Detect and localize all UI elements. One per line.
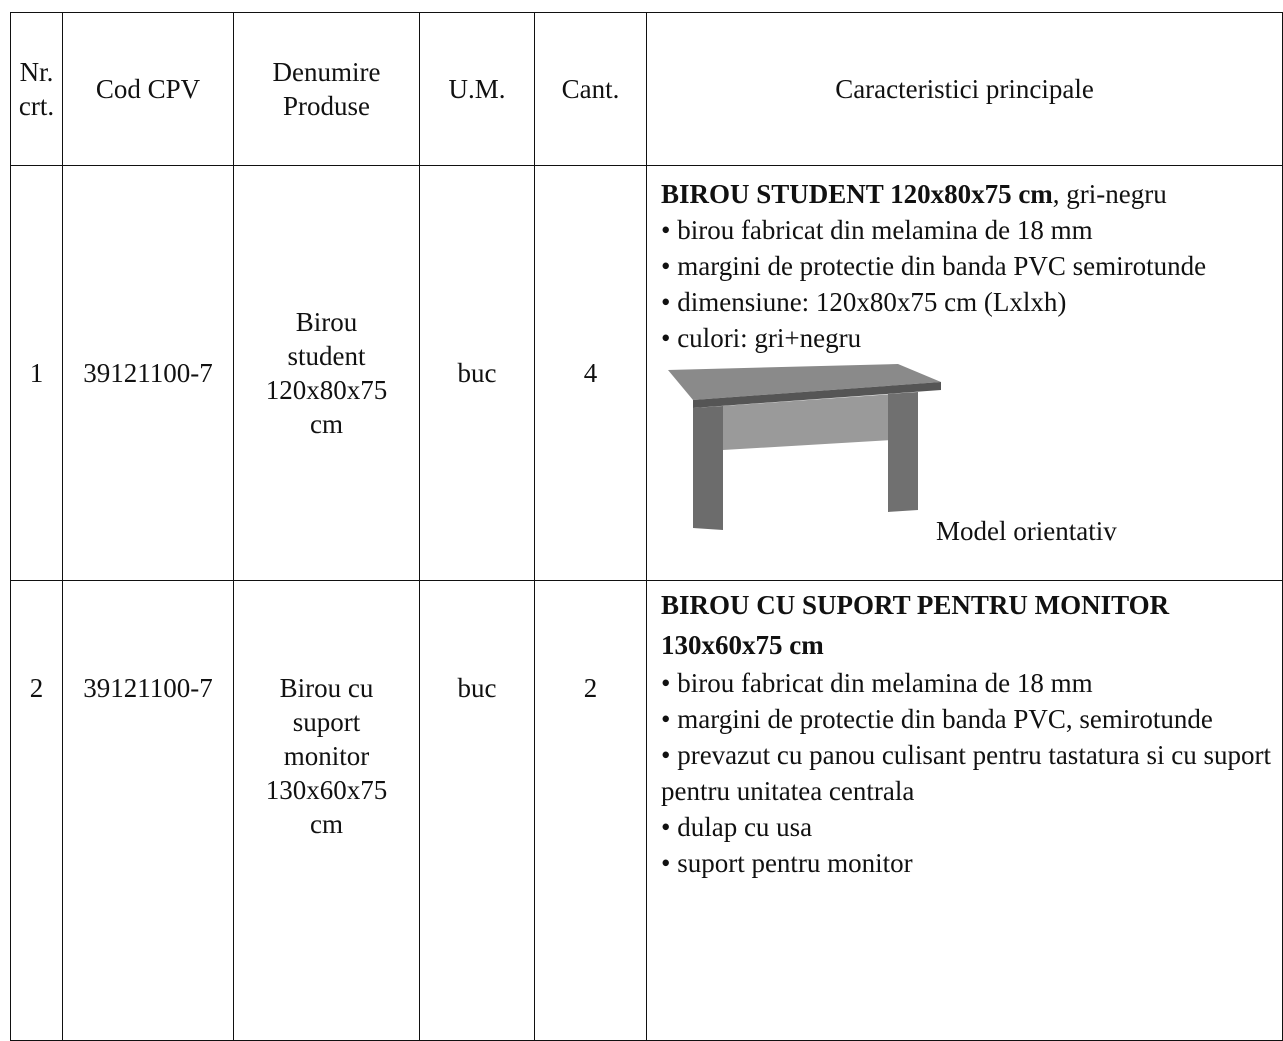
spec-item: margini de protectie din banda PVC, semi… [661, 701, 1276, 737]
header-cell: Cod CPV [62, 12, 234, 166]
spec-list: birou fabricat din melamina de 18 mmmarg… [661, 665, 1276, 881]
product-image [661, 356, 1276, 530]
spec-title-bold: BIROU CU SUPORT PENTRU MONITOR 130x60x75… [661, 590, 1170, 660]
spec-cell: BIROU STUDENT 120x80x75 cm, gri-negrubir… [646, 165, 1283, 581]
spec-item: dulap cu usa [661, 809, 1276, 845]
spec-item: margini de protectie din banda PVC semir… [661, 248, 1276, 284]
spec-title-bold: BIROU STUDENT 120x80x75 cm [661, 179, 1053, 209]
header-text: Denumire Produse [272, 57, 381, 121]
spec-table: Nr. crt. Cod CPV Denumire Produse U.M. Cant.… [10, 12, 1283, 1041]
name-line: suport [292, 707, 361, 737]
spec-item: birou fabricat din melamina de 18 mm [661, 665, 1276, 701]
header-cell: Cant. [534, 12, 647, 166]
spec-cell: BIROU CU SUPORT PENTRU MONITOR 130x60x75… [646, 580, 1283, 1041]
spec-list: birou fabricat din melamina de 18 mmmarg… [661, 212, 1276, 356]
header-text: Caracteristici principale [835, 74, 1094, 104]
row: 2 39121100-7 Birou cu suport monitor 130x60x7… [10, 580, 1283, 1041]
spec-item: prevazut cu panou culisant pentru tastat… [661, 737, 1276, 809]
spec-item: suport pentru monitor [661, 845, 1276, 881]
name-line: cm [310, 409, 343, 439]
page: Nr. crt. Cod CPV Denumire Produse U.M. Cant.… [0, 0, 1283, 992]
nr-cell: 2 [10, 580, 63, 1041]
header-cell: U.M. [419, 12, 535, 166]
name-line: cm [310, 809, 343, 839]
header-text: Cod CPV [95, 74, 201, 104]
nr-cell: 1 [10, 165, 63, 581]
header-cell: Nr. crt. [10, 12, 63, 166]
spec-title: BIROU STUDENT 120x80x75 cm, gri-negru [661, 176, 1276, 212]
name-line: student [287, 341, 366, 371]
unit-cell: buc [419, 165, 535, 581]
spec-item: birou fabricat din melamina de 18 mm [661, 212, 1276, 248]
name-line: Birou [295, 307, 358, 337]
header-row: Nr. crt. Cod CPV Denumire Produse U.M. Cant.… [10, 12, 1283, 166]
name-line: monitor [283, 741, 370, 771]
image-caption: Model orientativ [936, 516, 1117, 546]
name-line: 120x80x75 [265, 375, 388, 405]
desk-illustration [668, 364, 941, 530]
unit-cell: buc [419, 580, 535, 1041]
spec-item: culori: gri+negru [661, 320, 1276, 356]
qty-cell: 2 [534, 580, 647, 1041]
header-cell: Caracteristici principale [646, 12, 1283, 166]
cpv-cell: 39121100-7 [62, 580, 234, 1041]
name-line: Birou cu [279, 673, 374, 703]
name-cell: Birou cu suport monitor 130x60x75 cm [233, 580, 420, 1041]
header-text: Nr. crt. [18, 57, 55, 121]
cpv-cell: 39121100-7 [62, 165, 234, 581]
spec-title: BIROU CU SUPORT PENTRU MONITOR 130x60x75… [661, 585, 1276, 665]
name-cell: Birou student 120x80x75 cm [233, 165, 420, 581]
header-text: Cant. [561, 74, 620, 104]
spec-item: dimensiune: 120x80x75 cm (Lxlxh) [661, 284, 1276, 320]
name-line: 130x60x75 [265, 775, 388, 805]
row: 1 39121100-7 Birou student 120x80x75 cm buc 4 BI… [10, 165, 1283, 581]
header-cell: Denumire Produse [233, 12, 420, 166]
header-text: U.M. [448, 74, 506, 104]
qty-cell: 4 [534, 165, 647, 581]
spec-title-suffix: , gri-negru [1052, 179, 1167, 209]
